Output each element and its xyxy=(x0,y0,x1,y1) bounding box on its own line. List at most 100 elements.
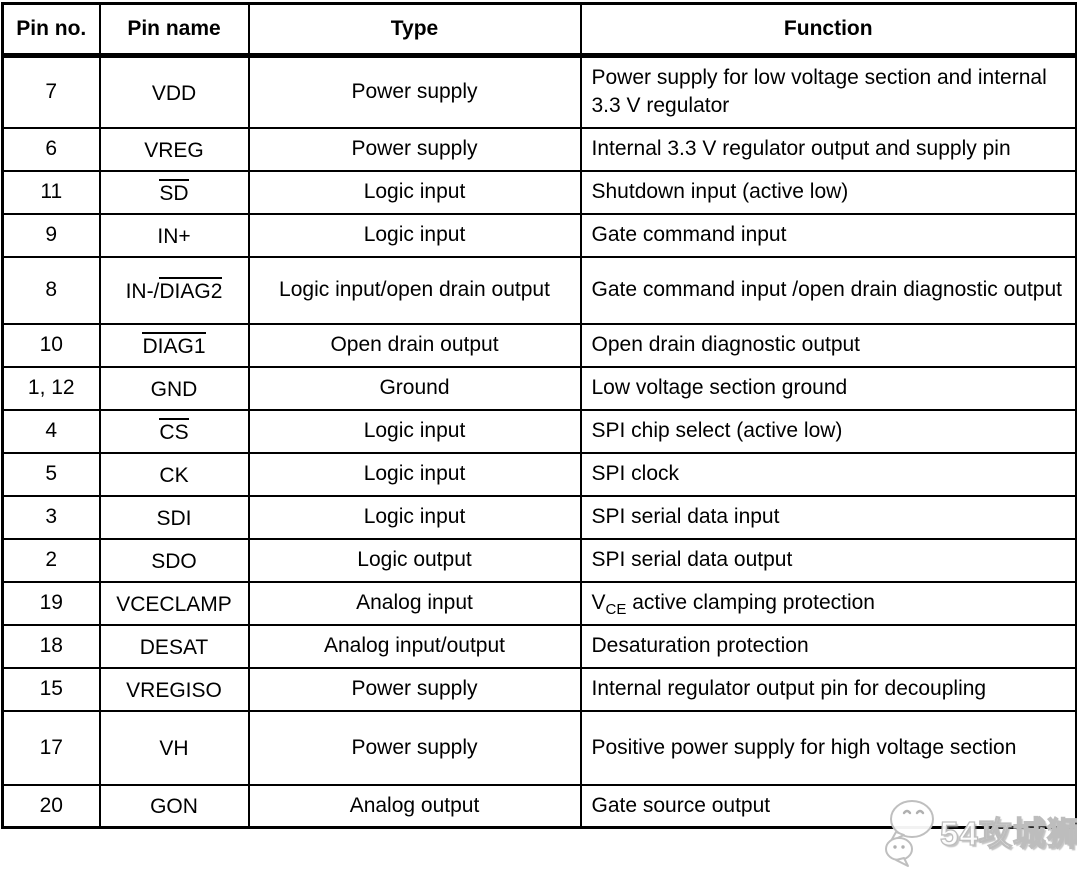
table-row: 17 VH Power supply Positive power supply fo… xyxy=(1,709,1077,786)
cell-type: Ground xyxy=(247,365,582,411)
cell-function: SPI serial data input xyxy=(579,494,1077,540)
cell-pin-name: IN+ xyxy=(98,212,250,258)
function-text-segment: Desaturation protection xyxy=(591,634,809,658)
table-row: 8 IN-/DIAG2 Logic input/open drain output G… xyxy=(1,255,1077,325)
cell-pin-name: VDD xyxy=(98,54,250,129)
pin-name-segment: VREGISO xyxy=(126,678,222,702)
table-row: 6 VREG Power supply Internal 3.3 V regulato… xyxy=(1,126,1077,172)
function-text-segment: Positive power supply for high voltage s… xyxy=(591,735,1017,759)
cell-function: Open drain diagnostic output xyxy=(579,322,1077,368)
cell-function: Power supply for low voltage section and… xyxy=(579,54,1077,129)
pin-table-body: 7 VDD Power supply Power supply for low vol… xyxy=(1,54,1077,829)
pin-name-segment: DESAT xyxy=(139,635,209,659)
cell-pin-name: GON xyxy=(98,783,250,829)
pin-name-segment: VREG xyxy=(144,138,204,162)
cell-function: Desaturation protection xyxy=(579,623,1077,669)
column-header-pin-no: Pin no. xyxy=(1,2,101,58)
cell-pin-name: GND xyxy=(98,365,250,411)
cell-pin-no: 6 xyxy=(1,126,101,172)
cell-pin-no: 8 xyxy=(1,255,101,325)
cell-pin-no: 4 xyxy=(1,408,101,454)
cell-type: Analog input xyxy=(247,580,582,626)
pin-name-segment: IN-/ xyxy=(125,279,160,303)
pin-name-segment: IN+ xyxy=(157,224,191,248)
pin-name-overline-segment: DIAG2 xyxy=(159,276,223,303)
table-row: 1, 12 GND Ground Low voltage section ground xyxy=(1,365,1077,411)
function-text-segment: SPI clock xyxy=(591,462,680,486)
table-row: 5 CK Logic input SPI clock xyxy=(1,451,1077,497)
cell-pin-no: 7 xyxy=(1,54,101,129)
pin-name-overline-segment: DIAG1 xyxy=(142,331,206,358)
cell-function: Internal 3.3 V regulator output and supp… xyxy=(579,126,1077,172)
cell-pin-name: IN-/DIAG2 xyxy=(98,255,250,325)
pin-name-segment: GND xyxy=(150,377,198,401)
pin-description-table: Pin no. Pin name Type Function 7 VDD Power… xyxy=(1,2,1077,830)
cell-pin-name: SD xyxy=(98,169,250,215)
column-header-function: Function xyxy=(579,2,1077,58)
cell-function: SPI clock xyxy=(579,451,1077,497)
column-header-type: Type xyxy=(247,2,582,58)
pin-name-overline-segment: SD xyxy=(159,178,189,205)
table-row: 4 CS Logic input SPI chip select (active lo… xyxy=(1,408,1077,454)
column-header-pin-name: Pin name xyxy=(98,2,250,58)
function-text-segment: Power supply for low voltage section and… xyxy=(591,66,1047,118)
function-text-segment: SPI serial data output xyxy=(591,548,793,572)
cell-type: Logic input/open drain output xyxy=(247,255,582,325)
table-row: 20 GON Analog output Gate source output xyxy=(1,783,1077,829)
function-text-segment: V xyxy=(591,591,606,615)
cell-pin-no: 17 xyxy=(1,709,101,786)
cell-type: Power supply xyxy=(247,666,582,712)
function-text-segment: Gate command input xyxy=(591,223,787,247)
cell-pin-no: 19 xyxy=(1,580,101,626)
pin-name-segment: VCECLAMP xyxy=(116,592,232,616)
function-text-segment: Internal regulator output pin for decoup… xyxy=(591,677,987,701)
cell-function: Shutdown input (active low) xyxy=(579,169,1077,215)
table-row: 7 VDD Power supply Power supply for low vol… xyxy=(1,54,1077,129)
cell-type: Analog output xyxy=(247,783,582,829)
pin-name-segment: VDD xyxy=(151,81,197,105)
cell-function: Internal regulator output pin for decoup… xyxy=(579,666,1077,712)
table-row: 19 VCECLAMP Analog input VCE active clampin… xyxy=(1,580,1077,626)
cell-pin-name: CK xyxy=(98,451,250,497)
cell-pin-name: DESAT xyxy=(98,623,250,669)
cell-function: SPI chip select (active low) xyxy=(579,408,1077,454)
function-text-segment: active clamping protection xyxy=(626,591,875,615)
cell-type: Logic input xyxy=(247,451,582,497)
pin-name-segment: SDI xyxy=(156,506,192,530)
function-text-segment: Gate source output xyxy=(591,793,771,817)
function-text-segment: SPI chip select (active low) xyxy=(591,419,843,443)
cell-pin-no: 10 xyxy=(1,322,101,368)
cell-function: Gate command input /open drain diagnosti… xyxy=(579,255,1077,325)
cell-type: Logic input xyxy=(247,212,582,258)
cell-type: Power supply xyxy=(247,54,582,129)
cell-pin-name: VCECLAMP xyxy=(98,580,250,626)
table-header-row: Pin no. Pin name Type Function xyxy=(1,2,1077,58)
cell-pin-name: SDI xyxy=(98,494,250,540)
table-row: 3 SDI Logic input SPI serial data input xyxy=(1,494,1077,540)
cell-pin-no: 20 xyxy=(1,783,101,829)
cell-type: Logic input xyxy=(247,169,582,215)
cell-pin-no: 15 xyxy=(1,666,101,712)
cell-pin-name: VREGISO xyxy=(98,666,250,712)
cell-type: Open drain output xyxy=(247,322,582,368)
pin-name-segment: SDO xyxy=(151,549,197,573)
cell-pin-name: CS xyxy=(98,408,250,454)
pin-name-overline-segment: CS xyxy=(159,417,189,444)
cell-function: Low voltage section ground xyxy=(579,365,1077,411)
table-row: 15 VREGISO Power supply Internal regulator … xyxy=(1,666,1077,712)
pin-name-segment: CK xyxy=(159,463,189,487)
cell-function: Gate source output xyxy=(579,783,1077,829)
cell-pin-no: 1, 12 xyxy=(1,365,101,411)
table-row: 2 SDO Logic output SPI serial data output xyxy=(1,537,1077,583)
cell-type: Power supply xyxy=(247,126,582,172)
function-subscript-segment: CE xyxy=(605,601,627,619)
cell-pin-no: 11 xyxy=(1,169,101,215)
table-row: 9 IN+ Logic input Gate command input xyxy=(1,212,1077,258)
pin-name-segment: VH xyxy=(159,737,189,761)
function-text-segment: Shutdown input (active low) xyxy=(591,180,849,204)
function-text-segment: Gate command input /open drain diagnosti… xyxy=(591,278,1062,302)
cell-type: Logic input xyxy=(247,494,582,540)
cell-pin-no: 18 xyxy=(1,623,101,669)
table-row: 10 DIAG1 Open drain output Open drain diagn… xyxy=(1,322,1077,368)
pin-name-segment: GON xyxy=(150,795,198,819)
